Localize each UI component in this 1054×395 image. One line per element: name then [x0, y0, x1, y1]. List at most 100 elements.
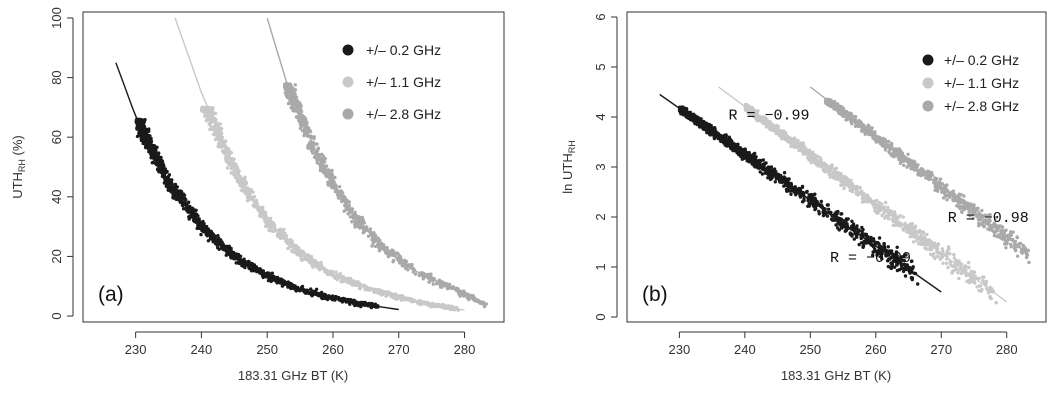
data-point: [967, 265, 971, 270]
data-point: [215, 243, 219, 247]
data-point: [779, 174, 783, 179]
data-point: [753, 151, 757, 156]
scatter-points: [677, 97, 1031, 305]
data-point: [895, 268, 900, 273]
data-point: [315, 161, 319, 165]
data-point: [773, 180, 777, 184]
data-point: [277, 281, 282, 285]
data-point: [959, 263, 963, 267]
data-point: [331, 176, 335, 180]
data-point: [142, 120, 146, 124]
data-point: [236, 168, 240, 172]
data-point: [197, 225, 202, 230]
data-point: [370, 244, 374, 248]
fit-lines: [115, 17, 485, 311]
data-point: [217, 236, 221, 241]
data-point: [315, 142, 319, 146]
data-point: [179, 189, 184, 194]
data-point: [861, 244, 866, 248]
x-axis-title: 183.31 GHz BT (K): [238, 368, 348, 383]
data-point: [911, 240, 916, 244]
data-point: [224, 159, 228, 163]
data-point: [406, 268, 410, 272]
data-point: [330, 269, 334, 274]
data-point: [149, 152, 153, 156]
legend-marker: [342, 76, 354, 88]
data-point: [282, 227, 286, 232]
data-point: [137, 131, 141, 136]
data-point: [819, 199, 823, 204]
data-point: [853, 226, 857, 230]
data-point: [208, 123, 212, 127]
x-tick-label: 260: [322, 342, 344, 357]
data-point: [954, 259, 958, 263]
plot-frame: [82, 11, 505, 323]
data-point: [209, 229, 213, 234]
data-point: [874, 241, 878, 245]
data-point: [231, 161, 236, 165]
data-point: [138, 129, 143, 133]
data-point: [707, 130, 712, 135]
data-point: [288, 244, 292, 249]
data-point: [200, 107, 204, 111]
data-point: [857, 242, 861, 247]
data-point: [186, 200, 191, 204]
data-point: [788, 189, 792, 193]
data-point: [390, 248, 394, 252]
y-axis-title-subscript: RH: [17, 159, 27, 172]
data-point: [757, 166, 761, 170]
data-point: [279, 236, 283, 240]
data-point: [219, 131, 224, 136]
y-tick-label: 60: [49, 130, 64, 144]
data-point: [802, 199, 806, 203]
data-point: [377, 248, 382, 253]
data-point: [268, 216, 273, 221]
data-point: [245, 195, 250, 199]
data-point: [355, 220, 359, 225]
data-point: [299, 286, 303, 290]
data-point: [400, 264, 405, 268]
data-point: [757, 159, 761, 163]
data-point: [145, 130, 149, 135]
x-tick-label: 230: [125, 342, 147, 357]
data-point: [206, 239, 211, 243]
data-point: [265, 222, 269, 226]
data-point: [281, 283, 285, 287]
data-point: [324, 164, 329, 168]
data-point: [144, 145, 148, 150]
data-point: [826, 207, 831, 211]
data-point: [940, 247, 944, 251]
data-point: [251, 190, 255, 194]
data-point: [925, 232, 929, 237]
data-point: [319, 295, 323, 300]
panel-label: (a): [98, 283, 124, 306]
data-point: [234, 261, 238, 265]
data-point: [227, 163, 231, 167]
data-point: [290, 106, 295, 111]
data-point: [141, 134, 145, 139]
data-point: [144, 141, 148, 145]
data-point: [203, 114, 207, 118]
data-point: [225, 166, 230, 170]
data-point: [975, 285, 979, 289]
data-point: [350, 220, 354, 224]
data-point: [370, 238, 374, 242]
data-point: [431, 282, 435, 286]
data-point: [861, 232, 866, 236]
data-point: [957, 276, 961, 281]
data-point: [216, 234, 220, 238]
data-point: [458, 294, 462, 298]
data-point: [394, 297, 398, 301]
y-tick-label: 0: [49, 312, 64, 319]
data-point: [320, 158, 324, 162]
legend-entry: +/– 1.1 GHz: [342, 74, 441, 90]
fit-line: [266, 17, 485, 305]
data-point: [844, 227, 848, 231]
data-point: [326, 182, 330, 187]
data-point: [679, 112, 683, 116]
data-point: [270, 271, 274, 275]
data-point: [782, 171, 787, 175]
data-point: [160, 159, 165, 163]
y-tick-label: 40: [49, 190, 64, 204]
data-point: [216, 144, 220, 149]
